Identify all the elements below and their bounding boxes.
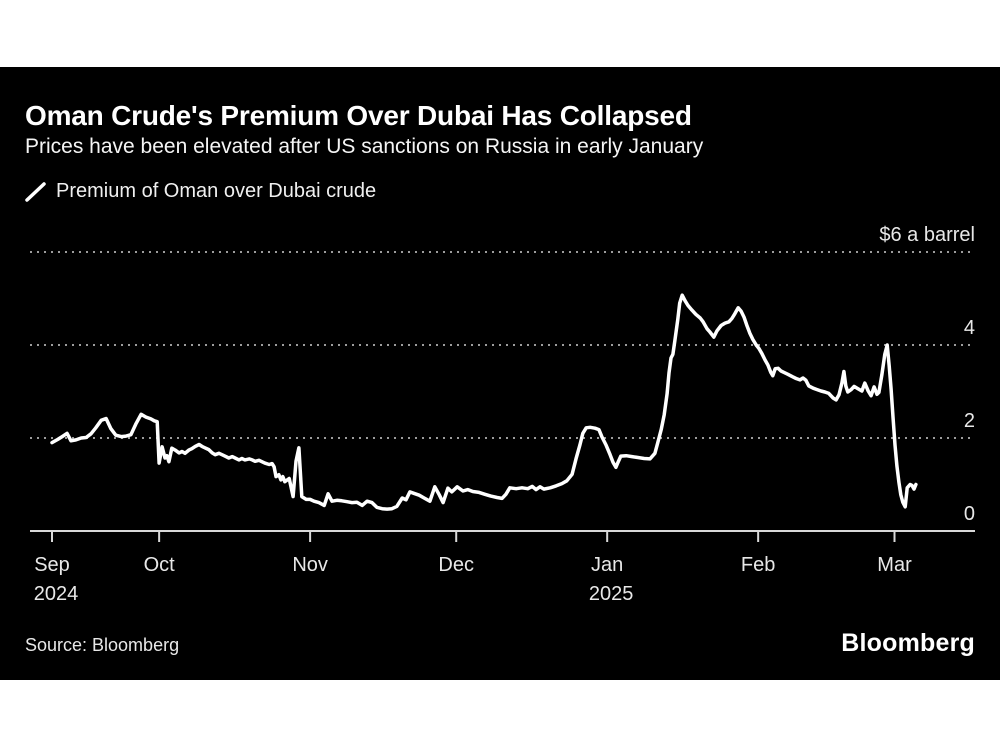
chart-card: $6 a barrel 4 2 0 Sep 2024 Oct Nov Dec Jan 2025 Feb… [0,67,1000,680]
y-axis-label: 4 [964,317,975,339]
x-axis-month-label: Dec [438,554,474,576]
page-title: Oman Crude's Premium Over Dubai Has Coll… [25,100,692,131]
page-subtitle: Prices have been elevated after US sanct… [25,135,704,158]
price-line-chart: $6 a barrel 4 2 0 Sep 2024 Oct Nov Dec Jan 2025 Feb… [30,224,975,605]
legend: Premium of Oman over Dubai crude [25,180,376,203]
x-axis-month-label: Sep [34,554,70,576]
legend-line-swatch-icon [25,181,46,202]
x-axis-month-label: Nov [292,554,328,576]
x-axis-month-label: Oct [144,554,176,576]
x-axis-month-label: Feb [741,554,775,576]
legend-label: Premium of Oman over Dubai crude [56,180,377,202]
y-axis-label: 0 [964,503,975,525]
x-axis-month-label: Jan [591,554,623,576]
x-axis-year-label: 2025 [589,583,634,605]
bloomberg-logo: Bloomberg [841,629,975,657]
source-credit: Source: Bloomberg [25,635,180,655]
x-axis-year-label: 2024 [34,583,79,605]
x-axis-month-label: Mar [877,554,912,576]
premium-data-line [50,293,918,511]
y-axis-label: 2 [964,410,975,432]
y-axis-label: $6 a barrel [879,224,975,246]
